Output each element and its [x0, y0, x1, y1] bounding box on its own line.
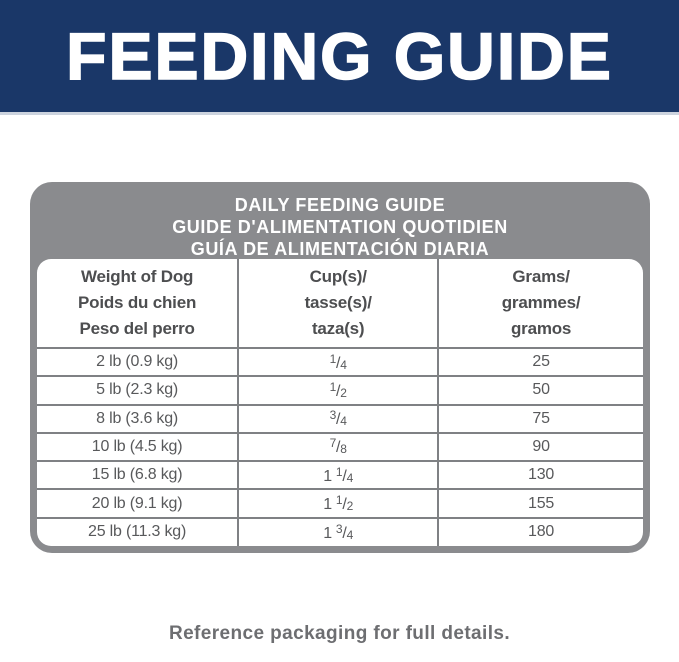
feeding-table: Weight of Dog Poids du chien Peso del pe…: [37, 259, 643, 546]
col-header-weight: Weight of Dog Poids du chien Peso del pe…: [37, 259, 240, 349]
banner-title: FEEDING GUIDE: [65, 18, 613, 94]
guide-title-line-fr: GUIDE D'ALIMENTATION QUOTIDIEN: [172, 217, 508, 237]
weight-cell: 20 lb (9.1 kg): [37, 488, 240, 519]
grams-cell: 155: [437, 488, 643, 519]
table-row: 2 lb (0.9 kg) 1/4 25: [37, 346, 643, 378]
feeding-table-wrap: Weight of Dog Poids du chien Peso del pe…: [37, 259, 643, 546]
cups-cell: 1 1/4: [237, 460, 440, 491]
cups-cell: 1/4: [237, 346, 440, 378]
header-row: Weight of Dog Poids du chien Peso del pe…: [37, 259, 643, 349]
guide-card: DAILY FEEDING GUIDE GUIDE D'ALIMENTATION…: [30, 182, 650, 553]
weight-cell: 2 lb (0.9 kg): [37, 346, 240, 378]
table-row: 25 lb (11.3 kg) 1 3/4 180: [37, 516, 643, 546]
table-row: 20 lb (9.1 kg) 1 1/2 155: [37, 488, 643, 519]
grams-cell: 50: [437, 375, 643, 406]
cups-cell: 1/2: [237, 375, 440, 406]
table-row: 5 lb (2.3 kg) 1/2 50: [37, 375, 643, 406]
cups-cell: 7/8: [237, 431, 440, 463]
table-row: 10 lb (4.5 kg) 7/8 90: [37, 431, 643, 463]
guide-card-header: DAILY FEEDING GUIDE GUIDE D'ALIMENTATION…: [30, 182, 650, 259]
footer-note: Reference packaging for full details.: [168, 623, 511, 644]
weight-cell: 5 lb (2.3 kg): [37, 375, 240, 406]
col-header-grams: Grams/ grammes/ gramos: [437, 259, 643, 349]
grams-cell: 25: [437, 346, 643, 378]
grams-cell: 75: [437, 403, 643, 434]
guide-title-line-en: DAILY FEEDING GUIDE: [234, 195, 446, 215]
weight-cell: 15 lb (6.8 kg): [37, 460, 240, 491]
guide-title-line-es: GUÍA DE ALIMENTACIÓN DIARIA: [190, 239, 490, 259]
cups-cell: 1 1/2: [237, 488, 440, 519]
weight-cell: 10 lb (4.5 kg): [37, 431, 240, 463]
weight-cell: 25 lb (11.3 kg): [37, 516, 240, 546]
weight-cell: 8 lb (3.6 kg): [37, 403, 240, 434]
feeding-guide-banner: FEEDING GUIDE: [0, 0, 679, 115]
cups-cell: 3/4: [237, 403, 440, 434]
col-header-cups: Cup(s)/ tasse(s)/ taza(s): [237, 259, 440, 349]
grams-cell: 90: [437, 431, 643, 463]
cups-cell: 1 3/4: [237, 516, 440, 546]
table-row: 15 lb (6.8 kg) 1 1/4 130: [37, 460, 643, 491]
grams-cell: 180: [437, 516, 643, 546]
table-row: 8 lb (3.6 kg) 3/4 75: [37, 403, 643, 434]
grams-cell: 130: [437, 460, 643, 491]
